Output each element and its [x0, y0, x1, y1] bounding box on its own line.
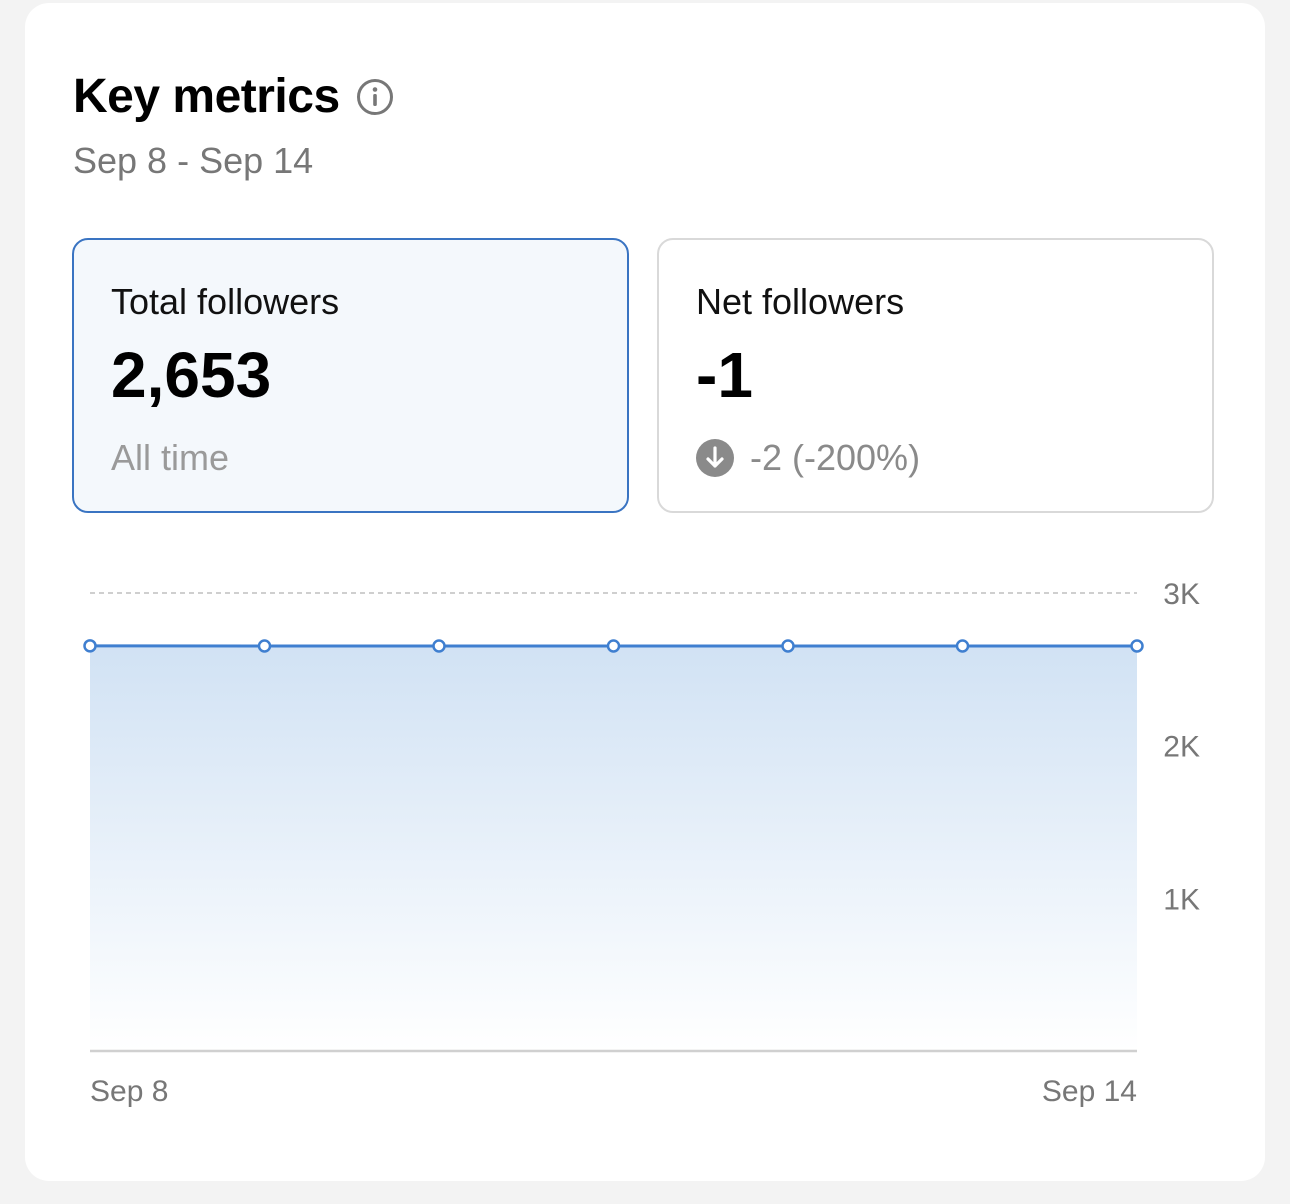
info-icon[interactable] — [356, 78, 394, 116]
data-point — [955, 639, 970, 653]
metric-label: Total followers — [111, 281, 340, 322]
y-tick-label: 1K — [1163, 883, 1200, 916]
x-tick-label: Sep 14 — [1042, 1075, 1137, 1108]
data-point — [781, 639, 795, 653]
data-point — [257, 639, 272, 653]
y-tick-label: 3K — [1163, 578, 1200, 611]
metric-value: 2,653 — [111, 339, 272, 411]
data-point — [83, 639, 97, 653]
page-title: Key metrics — [73, 70, 340, 123]
y-tick-label: 2K — [1163, 731, 1200, 764]
x-tick-label: Sep 8 — [90, 1075, 168, 1108]
data-point — [606, 639, 621, 653]
data-point — [432, 639, 446, 653]
date-range: Sep 8 - Sep 14 — [73, 140, 314, 181]
metric-change: -2 (-200%) — [696, 436, 920, 480]
data-point — [1130, 639, 1144, 653]
metric-card-total-followers[interactable]: Total followers 2,653 All time — [72, 238, 629, 513]
followers-area-chart: 1K 2K 3K Sep 8 Sep 14 — [83, 578, 1200, 1108]
metric-value: -1 — [696, 339, 753, 411]
metric-label: Net followers — [696, 281, 905, 322]
metric-subtext: All time — [111, 437, 230, 478]
title-row: Key metrics — [73, 69, 394, 125]
key-metrics-card: Key metrics Sep 8 - Sep 14 Total followe… — [25, 3, 1265, 1181]
metric-change-text: -2 (-200%) — [750, 437, 921, 478]
area-fill — [90, 645, 1137, 1051]
arrow-down-circle-icon — [696, 439, 734, 477]
metric-card-net-followers[interactable]: Net followers -1 -2 (-200%) — [657, 238, 1214, 513]
